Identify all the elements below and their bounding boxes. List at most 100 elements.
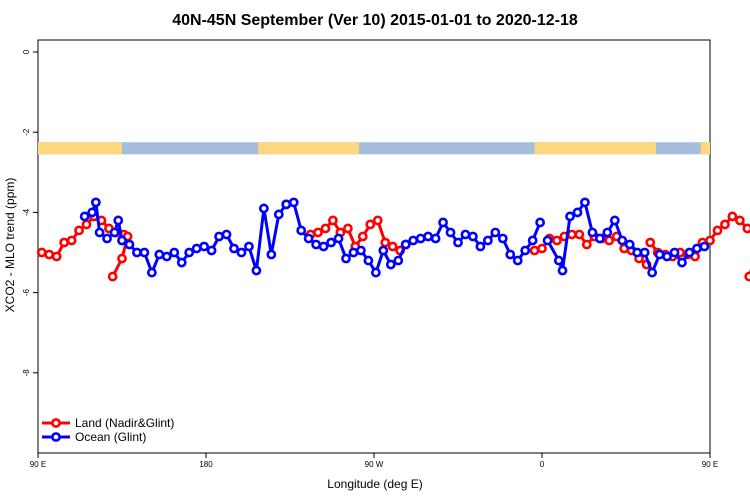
series-1-point xyxy=(385,259,396,270)
series-1-point xyxy=(438,217,448,228)
series-1-point xyxy=(617,235,628,246)
series-0-point xyxy=(59,237,70,248)
series-1-point xyxy=(79,211,90,222)
series-1-point xyxy=(146,267,157,278)
series-0-point xyxy=(742,223,750,234)
series-1-point xyxy=(266,249,277,260)
series-1-point xyxy=(221,229,232,240)
series-1-point xyxy=(288,197,299,208)
series-1-point xyxy=(273,209,284,220)
y-axis: 0 -2 -4 -6 -8 xyxy=(22,49,38,376)
series-0-point xyxy=(734,215,745,226)
series-0-point xyxy=(574,229,585,240)
series-1-point xyxy=(341,253,351,264)
series-1-point xyxy=(400,239,411,250)
series-1-point xyxy=(214,231,224,242)
series-1-point xyxy=(520,245,531,256)
series-1-point xyxy=(393,255,404,266)
series-1-point xyxy=(624,239,635,250)
series-0-point xyxy=(604,235,615,246)
series-1-point xyxy=(117,235,127,246)
series-0-point xyxy=(365,219,376,230)
land-mask-segment-2 xyxy=(534,142,656,155)
series-1-point xyxy=(139,247,150,258)
series-0-point xyxy=(705,235,715,246)
legend-marker-0 xyxy=(51,418,61,428)
x-tick-label-3: 0 xyxy=(540,460,545,469)
series-0-point xyxy=(727,211,738,222)
series-1-point xyxy=(258,203,269,214)
legend-marker-1 xyxy=(51,432,61,442)
series-0-point xyxy=(117,253,127,264)
series-1-point xyxy=(102,233,112,244)
series-1 xyxy=(79,197,710,278)
series-0-point xyxy=(320,223,331,234)
series-1-point xyxy=(505,249,516,260)
series-1-point xyxy=(124,239,135,250)
series-1-point xyxy=(632,247,643,258)
series-1-point xyxy=(90,197,101,208)
series-1-point xyxy=(699,241,710,252)
series-1-point xyxy=(161,251,172,262)
series-1-point xyxy=(490,227,501,238)
y-tick-label-0: 0 xyxy=(22,49,31,54)
series-1-line-2 xyxy=(404,220,542,262)
series-0-point xyxy=(81,219,92,230)
series-1-point xyxy=(684,247,695,258)
series-1-point xyxy=(553,255,564,266)
series-1-point xyxy=(445,227,456,238)
series-0-point xyxy=(328,215,338,226)
series-1-point xyxy=(333,233,344,244)
series-1-point xyxy=(609,215,620,226)
series-1-point xyxy=(535,217,546,228)
series-1-point xyxy=(87,207,98,218)
y-tick-label-4: -8 xyxy=(22,369,31,377)
series-1-point xyxy=(109,227,120,238)
series-0-point xyxy=(387,241,398,252)
series-0-point xyxy=(36,247,47,258)
series-0-point xyxy=(357,231,368,242)
series-1-point xyxy=(453,237,463,248)
legend-label-1: Ocean (Glint) xyxy=(75,430,146,444)
series-1-point xyxy=(602,227,613,238)
series-1-point xyxy=(251,265,262,276)
series-1-point xyxy=(468,231,478,242)
series-1-point xyxy=(669,247,680,258)
x-tick-label-1: 180 xyxy=(199,460,213,469)
series-0-point xyxy=(342,223,353,234)
series-1-point xyxy=(423,231,434,242)
series-1-point xyxy=(654,249,665,260)
series-1-point xyxy=(370,267,381,278)
series-1-point xyxy=(303,233,314,244)
series-1-point xyxy=(662,251,672,262)
series-0-point xyxy=(66,235,77,246)
land-mask-segment-3 xyxy=(700,142,710,155)
series-layer xyxy=(36,197,750,282)
series-1-point xyxy=(482,235,493,246)
series-0-point xyxy=(372,215,383,226)
series-1-point xyxy=(229,243,239,254)
series-0-point xyxy=(313,227,323,238)
series-1-point xyxy=(497,233,508,244)
series-1-point xyxy=(169,247,180,258)
series-0-point xyxy=(744,271,750,282)
y-axis-label: XCO2 - MLO trend (ppm) xyxy=(3,178,17,313)
series-0-point xyxy=(51,251,62,262)
series-1-point xyxy=(311,239,322,250)
y-tick-label-2: -4 xyxy=(22,208,31,216)
x-axis: 90 E 180 90 W 0 90 E xyxy=(30,453,718,469)
series-1-point xyxy=(236,247,247,258)
x-tick-label-0: 90 E xyxy=(30,460,46,469)
land-mask-segment-0 xyxy=(38,142,122,155)
series-1-point xyxy=(647,267,658,278)
series-1-point xyxy=(296,225,307,236)
series-1-point xyxy=(430,233,441,244)
series-0-point xyxy=(380,237,391,248)
series-1-point xyxy=(542,235,553,246)
series-1-point xyxy=(94,227,105,238)
series-0-point xyxy=(74,225,84,236)
series-1-point xyxy=(475,241,486,252)
series-1-point xyxy=(356,245,366,256)
series-1-point xyxy=(199,241,210,252)
